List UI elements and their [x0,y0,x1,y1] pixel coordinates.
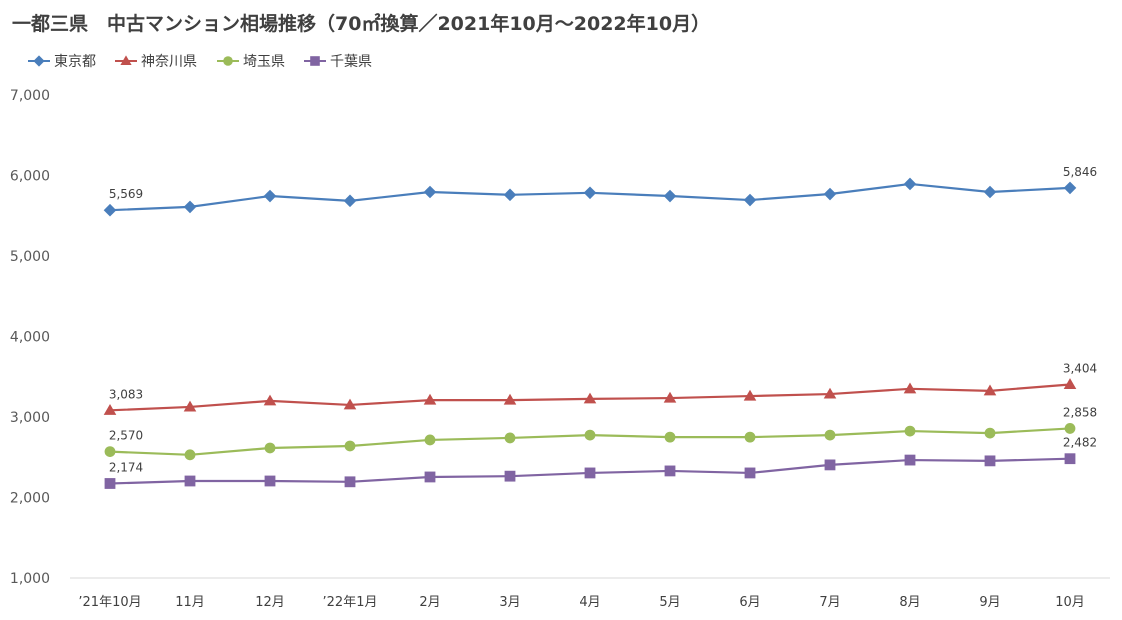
data-point [984,427,996,439]
data-label: 5,569 [109,187,143,201]
data-point [1063,181,1077,195]
y-tick-label: 2,000 [10,491,50,507]
chart-title: 一都三県 中古マンション相場推移（70㎡換算／2021年10月～2022年10月… [12,12,710,35]
legend-marker [33,55,45,67]
data-point [503,393,517,405]
data-point [743,389,757,401]
data-label: 2,570 [109,429,143,443]
data-point [824,429,836,441]
data-point [983,185,997,199]
data-point [744,431,756,443]
x-tick-label: 10月 [1055,595,1085,610]
data-point [424,471,436,483]
data-point [743,193,757,207]
data-point [103,203,117,217]
data-point [664,465,676,477]
data-point [584,429,596,441]
x-tick-label: 9月 [979,595,1000,610]
data-point [264,475,276,487]
x-tick-label: 12月 [255,595,285,610]
data-point [983,384,997,396]
data-point [184,449,196,461]
x-tick-label: ’21年10月 [78,595,141,610]
data-point [904,454,916,466]
data-point [984,455,996,467]
data-point [103,404,117,415]
y-tick-label: 5,000 [10,249,50,265]
data-point [504,470,516,482]
data-point [424,434,436,446]
legend-marker [120,55,132,65]
data-point [663,391,677,403]
data-point [263,394,277,406]
data-point [1063,378,1077,389]
data-point [903,177,917,191]
x-tick-label: 6月 [739,595,760,610]
data-point [344,476,356,488]
data-point [183,400,197,412]
y-tick-label: 4,000 [10,330,50,346]
data-point [343,194,357,208]
x-tick-label: 2月 [419,595,440,610]
data-point [744,467,756,479]
legend-label: 東京都 [54,54,96,70]
x-tick-label: 4月 [579,595,600,610]
data-point [423,393,437,405]
data-point [584,467,596,479]
legend-label: 神奈川県 [141,54,197,70]
legend-marker [310,56,320,66]
x-tick-label: 8月 [899,595,920,610]
data-point [823,187,837,201]
data-point [504,432,516,444]
data-label: 3,083 [109,387,143,401]
data-label: 2,482 [1063,436,1097,450]
data-label: 2,174 [109,460,143,474]
data-point [663,189,677,203]
data-label: 3,404 [1063,361,1097,375]
data-point [263,189,277,203]
data-point [1064,423,1076,434]
data-point [583,186,597,200]
x-tick-label: 3月 [499,595,520,610]
legend-label: 埼玉県 [243,54,285,70]
data-point [423,185,437,199]
data-label: 5,846 [1063,165,1097,179]
x-tick-label: 11月 [175,595,205,610]
data-point [344,440,356,452]
data-point [343,398,357,410]
data-point [503,188,517,202]
data-point [1064,453,1076,465]
x-tick-label: ’22年1月 [323,595,378,610]
x-tick-label: 5月 [659,595,680,610]
y-tick-label: 1,000 [10,571,50,587]
x-tick-label: 7月 [819,595,840,610]
data-point [183,200,197,214]
data-point [664,431,676,443]
data-point [903,382,917,394]
data-point [824,459,836,471]
data-point [184,475,196,487]
data-point [104,446,116,458]
legend-label: 千葉県 [330,54,372,70]
y-tick-label: 3,000 [10,410,50,426]
data-point [583,392,597,404]
data-point [264,442,276,454]
legend-marker [223,56,233,66]
y-tick-label: 6,000 [10,169,50,185]
data-label: 2,858 [1063,405,1097,419]
data-point [104,478,116,489]
y-tick-label: 7,000 [10,88,50,104]
data-point [823,387,837,399]
data-point [904,425,916,437]
